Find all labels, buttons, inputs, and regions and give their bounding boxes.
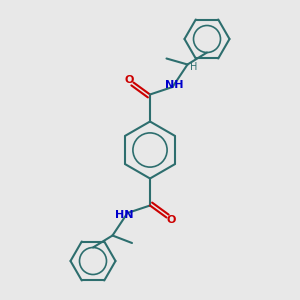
Text: HN: HN [115, 209, 133, 220]
Text: NH: NH [165, 80, 183, 91]
Text: O: O [166, 215, 176, 225]
Text: O: O [124, 75, 134, 85]
Text: H: H [190, 62, 198, 72]
